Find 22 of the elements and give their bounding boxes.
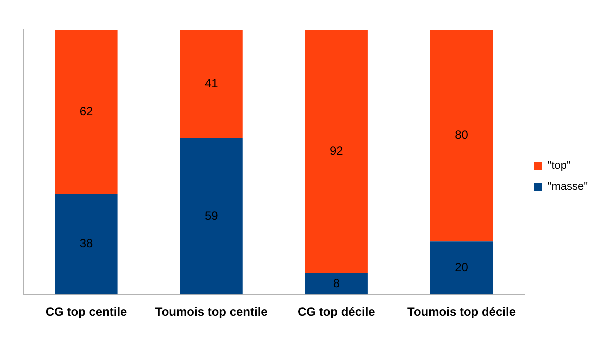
data-label: 59 — [204, 208, 219, 223]
x-tick-label: CG top centile — [46, 305, 128, 320]
bar — [180, 30, 243, 138]
x-tick-label: Toumois top centile — [155, 305, 268, 320]
bar — [430, 30, 494, 242]
legend-label: "masse" — [548, 181, 588, 194]
data-label: 41 — [204, 76, 219, 91]
data-label: 20 — [455, 260, 469, 274]
data-label: 38 — [80, 236, 94, 251]
bar — [305, 273, 368, 295]
data-label: 92 — [330, 144, 344, 158]
bar — [305, 30, 368, 274]
x-tick-label: Toumois top décile — [408, 305, 516, 320]
x-tick-label: CG top décile — [298, 305, 376, 320]
bar — [55, 30, 118, 194]
bar — [430, 242, 494, 295]
data-label: 62 — [80, 104, 94, 118]
bar — [180, 138, 243, 295]
bar — [55, 194, 118, 295]
data-label: 80 — [455, 128, 469, 142]
data-label: 8 — [333, 276, 340, 290]
legend-label: "top" — [548, 160, 571, 172]
